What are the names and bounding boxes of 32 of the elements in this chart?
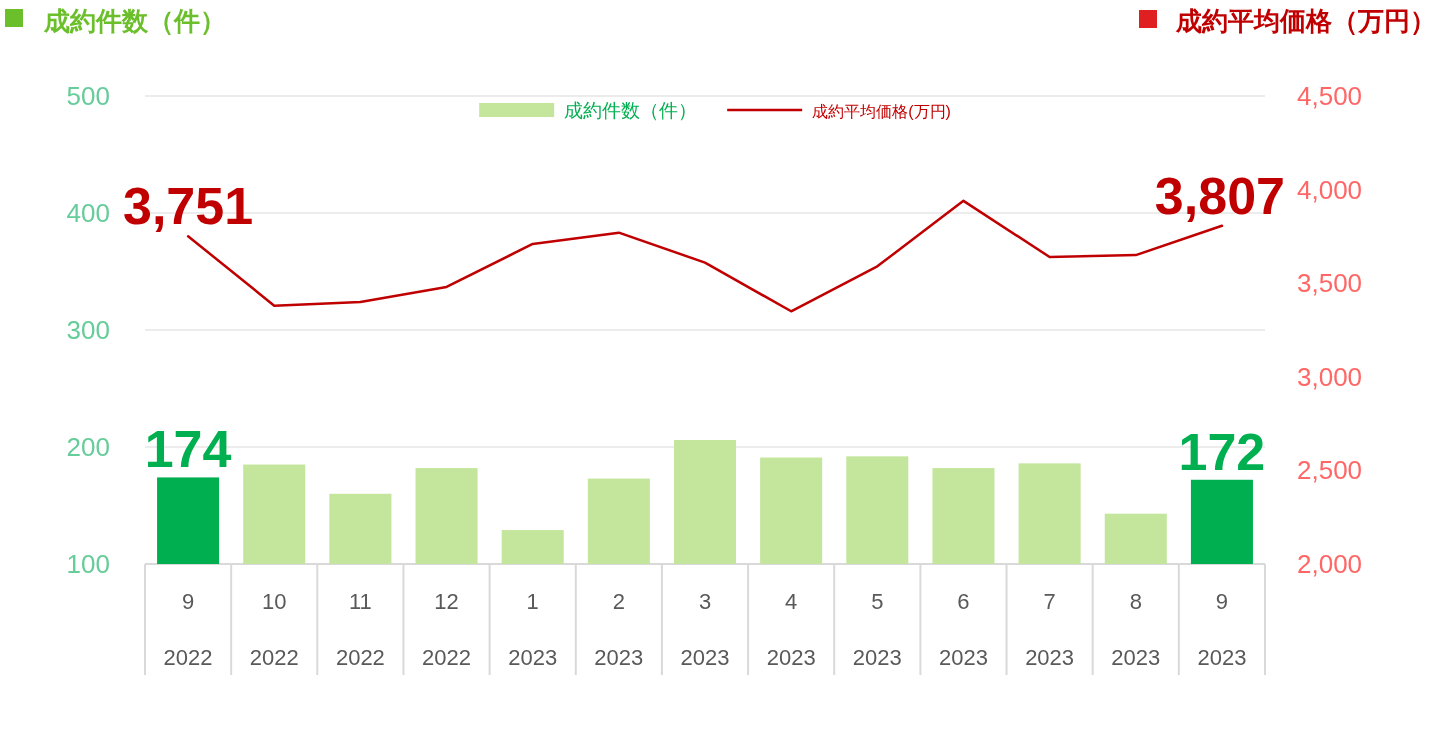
category-label: 8 2023 xyxy=(1111,589,1161,670)
category-label: 10 2022 xyxy=(249,589,299,670)
category-label: 11 2022 xyxy=(335,589,385,670)
legend-label: 成約平均価格(万円) xyxy=(812,103,951,120)
category-label: 3 2023 xyxy=(680,589,730,670)
category-label: 9 2023 xyxy=(1197,589,1247,670)
category-label: 5 2023 xyxy=(852,589,902,670)
y2-tick-label: 3,000 xyxy=(1297,361,1363,392)
category-label: 7 2023 xyxy=(1025,589,1075,670)
category-label: 6 2023 xyxy=(938,589,988,670)
y2-tick-label: 3,500 xyxy=(1297,268,1363,299)
data-label: 3,807 xyxy=(1154,166,1285,225)
data-label: 172 xyxy=(1178,422,1266,481)
y2-tick-label: 2,500 xyxy=(1297,455,1363,486)
y2-tick-label: 4,500 xyxy=(1297,81,1363,111)
y2-tick-label: 2,000 xyxy=(1297,549,1363,579)
y-tick-label: 200 xyxy=(66,432,110,462)
legend-label: 成約件数（件） xyxy=(564,100,698,121)
category-label: 12 2022 xyxy=(422,589,472,670)
data-label: 3,751 xyxy=(123,177,254,236)
y-axis-title: 成約件数（件） xyxy=(43,6,226,36)
y-tick-label: 500 xyxy=(66,81,110,111)
y-tick-label: 400 xyxy=(66,198,110,228)
category-label: 2 2023 xyxy=(594,589,644,670)
category-label: 4 2023 xyxy=(766,589,816,670)
category-label: 9 2022 xyxy=(163,589,213,670)
y2-tick-label: 4,000 xyxy=(1297,174,1363,205)
category-label: 1 2023 xyxy=(508,589,558,670)
y2-axis-title: 成約平均価格（万円） xyxy=(1175,6,1436,36)
y-tick-label: 300 xyxy=(66,315,110,345)
y-tick-label: 100 xyxy=(66,549,110,579)
data-label: 174 xyxy=(144,420,232,479)
